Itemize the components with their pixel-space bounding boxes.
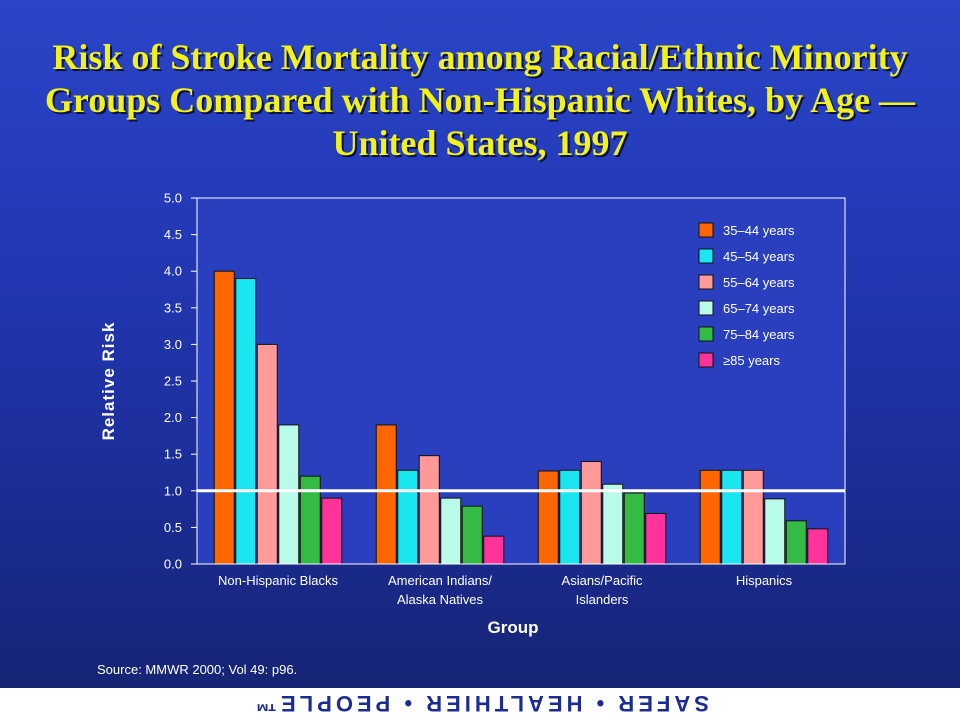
legend-label: 75–84 years [723, 327, 795, 342]
y-tick-label: 3.5 [164, 300, 182, 315]
bars-group [197, 270, 845, 565]
x-category-label: Asians/Pacific [562, 573, 643, 588]
footer-band [0, 688, 960, 720]
bar [483, 535, 505, 565]
bar [580, 461, 602, 565]
x-category-label: Hispanics [736, 573, 793, 588]
bar [418, 455, 440, 565]
bar [440, 497, 462, 565]
bar [742, 469, 764, 565]
bar [375, 424, 397, 565]
legend-label: 65–74 years [723, 301, 795, 316]
axes-group: 0.0 0.5 1.0 1.5 2.0 2.5 3.0 3.5 4.0 4.5 5.0 Non-His… [164, 191, 845, 607]
y-tick-label: 2.0 [164, 410, 182, 425]
y-tick-label: 1.0 [164, 483, 182, 498]
legend-label: ≥85 years [723, 353, 780, 368]
legend: 35–44 years 45–54 years 55–64 years 65–74 y… [698, 222, 795, 368]
bar [256, 343, 278, 565]
x-category-label: Alaska Natives [397, 592, 483, 607]
bar [397, 469, 419, 565]
bar [278, 424, 300, 565]
legend-swatch [698, 300, 714, 316]
bar [461, 505, 483, 565]
y-axis-label: Relative Risk [99, 322, 118, 441]
y-tick-label: 2.5 [164, 374, 182, 389]
x-category-label: American Indians/ [388, 573, 492, 588]
cdc-logo-text: SAFER • HEALTHIER • PEOPLE™ [251, 691, 709, 716]
bar [785, 520, 807, 565]
legend-swatch [698, 352, 714, 368]
legend-label: 35–44 years [723, 223, 795, 238]
bar-chart: 0.0 0.5 1.0 1.5 2.0 2.5 3.0 3.5 4.0 4.5 5.0 Non-His… [99, 191, 846, 637]
x-category-label: Islanders [576, 592, 629, 607]
legend-swatch [698, 326, 714, 342]
bar [559, 469, 581, 565]
bar [235, 278, 257, 565]
bar [807, 528, 829, 565]
bar [213, 270, 235, 565]
legend-swatch [698, 274, 714, 290]
bar [602, 483, 624, 565]
bar [699, 469, 721, 565]
bar [321, 497, 343, 565]
bar [645, 512, 667, 565]
y-tick-label: 3.0 [164, 337, 182, 352]
bar [764, 498, 786, 565]
y-tick-label: 0.0 [164, 557, 182, 572]
bar [721, 469, 743, 565]
x-category-label: Non-Hispanic Blacks [218, 573, 338, 588]
legend-swatch [698, 222, 714, 238]
bar [537, 470, 559, 565]
legend-swatch [698, 248, 714, 264]
chart-title: Risk of Stroke Mortality among Racial/Et… [44, 37, 916, 163]
y-tick-label: 0.5 [164, 520, 182, 535]
legend-label: 55–64 years [723, 275, 795, 290]
y-tick-label: 4.0 [164, 264, 182, 279]
bar [623, 492, 645, 565]
y-tick-label: 1.5 [164, 447, 182, 462]
y-tick-label: 5.0 [164, 191, 182, 206]
x-axis-label: Group [488, 618, 539, 637]
legend-label: 45–54 years [723, 249, 795, 264]
y-tick-label: 4.5 [164, 227, 182, 242]
source-note: Source: MMWR 2000; Vol 49: p96. [97, 662, 298, 677]
